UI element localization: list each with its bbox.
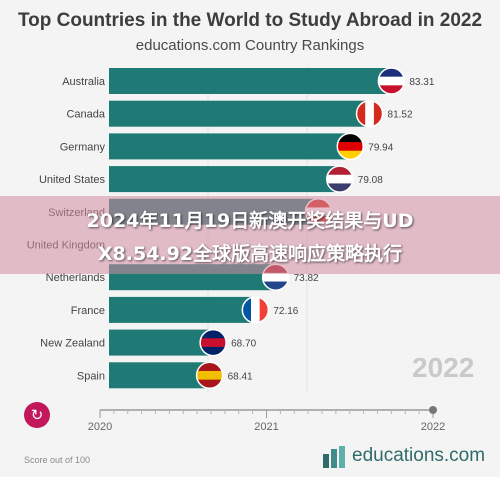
australia-flag-icon — [377, 67, 406, 95]
bar — [109, 166, 342, 193]
spain-flag-icon — [195, 361, 224, 390]
category-label: United States — [39, 174, 106, 186]
timeline-tick-label: 2022 — [421, 421, 445, 433]
bar — [109, 362, 212, 389]
new-zealand-flag-icon — [199, 328, 227, 357]
promo-overlay-banner: 2024年11月19日新澳开奖结果与UD X8.54.92全球版高速响应策略执行 — [0, 196, 500, 274]
germany-flag-icon — [336, 132, 365, 161]
category-label: Germany — [60, 141, 106, 153]
value-label: 68.70 — [231, 339, 256, 350]
category-label: France — [71, 305, 105, 317]
usa-flag-icon — [326, 165, 354, 193]
value-label: 79.08 — [358, 175, 383, 186]
overlay-line-1: 2024年11月19日新澳开奖结果与UD — [86, 210, 414, 232]
current-year-label: 2022 — [412, 352, 475, 383]
chart-title: Top Countries in the World to Study Abro… — [17, 10, 483, 31]
overlay-line-2: X8.54.92全球版高速响应策略执行 — [97, 243, 403, 265]
value-label: 73.82 — [294, 273, 319, 284]
bar — [109, 296, 258, 323]
chart-subtitle: educations.com Country Rankings — [135, 37, 365, 54]
category-label: Spain — [77, 370, 105, 382]
score-note: Score out of 100 — [24, 455, 91, 465]
bar — [109, 68, 394, 94]
france-flag-icon — [241, 296, 270, 324]
category-label: Australia — [62, 76, 106, 88]
category-label: Canada — [66, 109, 105, 121]
brand-name: educations.com — [352, 445, 486, 466]
value-label: 81.52 — [388, 110, 413, 121]
bar — [109, 100, 372, 127]
value-label: 68.41 — [228, 371, 253, 382]
bar — [109, 133, 353, 160]
value-label: 79.94 — [368, 142, 393, 153]
value-label: 83.31 — [409, 77, 434, 88]
replay-button[interactable]: ↻ — [24, 402, 50, 428]
educations-logo-icon — [323, 446, 345, 468]
timeline-marker — [429, 406, 437, 414]
bar — [109, 329, 216, 356]
replay-icon: ↻ — [30, 406, 44, 424]
canada-flag-icon — [355, 99, 384, 128]
timeline-tick-label: 2021 — [254, 421, 278, 433]
timeline-tick-label: 2020 — [88, 421, 112, 433]
category-label: New Zealand — [40, 338, 105, 350]
category-label: Netherlands — [46, 272, 106, 284]
value-label: 72.16 — [273, 306, 298, 317]
